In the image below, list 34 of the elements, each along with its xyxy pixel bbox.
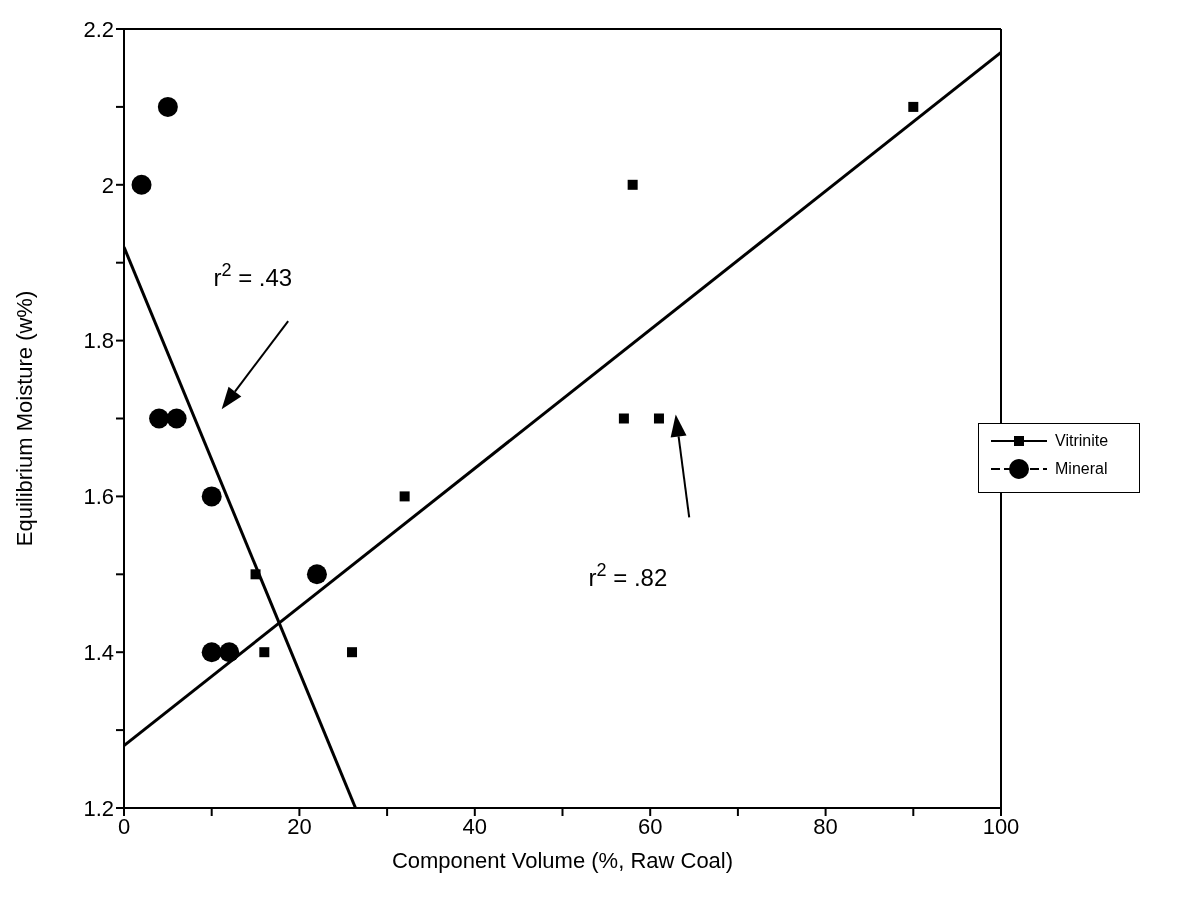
y-tick-label: 2: [101, 172, 114, 198]
point: [627, 179, 638, 190]
x-tick-label: 80: [813, 813, 838, 839]
point: [157, 96, 178, 117]
point: [399, 491, 410, 502]
point: [250, 569, 261, 580]
legend-label: Vitrinite: [1055, 432, 1109, 450]
point: [201, 642, 222, 663]
point: [201, 486, 222, 507]
x-tick-label: 60: [637, 813, 663, 839]
x-tick-label: 0: [117, 813, 131, 839]
point: [653, 413, 664, 424]
y-tick-label: 1.6: [83, 484, 114, 510]
x-tick-label: 40: [462, 813, 488, 839]
point: [166, 408, 187, 429]
point: [618, 413, 629, 424]
point: [131, 174, 152, 195]
legend-label: Mineral: [1055, 460, 1108, 478]
y-tick-label: 1.4: [83, 640, 114, 666]
point: [219, 642, 240, 663]
point: [908, 101, 919, 112]
point: [347, 647, 358, 658]
point: [306, 564, 327, 585]
y-tick-label: 1.2: [83, 795, 114, 821]
point: [259, 647, 270, 658]
annotation: r$^{2}$ = .82: [588, 559, 668, 591]
y-tick-label: 2.2: [83, 16, 114, 42]
point: [149, 408, 170, 429]
annotation: r$^{2}$ = .43: [213, 260, 293, 292]
x-axis-title: Component Volume (%, Raw Coal): [391, 848, 734, 873]
x-tick-label: 20: [287, 813, 312, 839]
y-tick-label: 1.8: [83, 328, 114, 354]
x-tick-label: 100: [982, 813, 1020, 839]
y-axis-title: Equilibrium Moisture (w%): [11, 290, 37, 547]
